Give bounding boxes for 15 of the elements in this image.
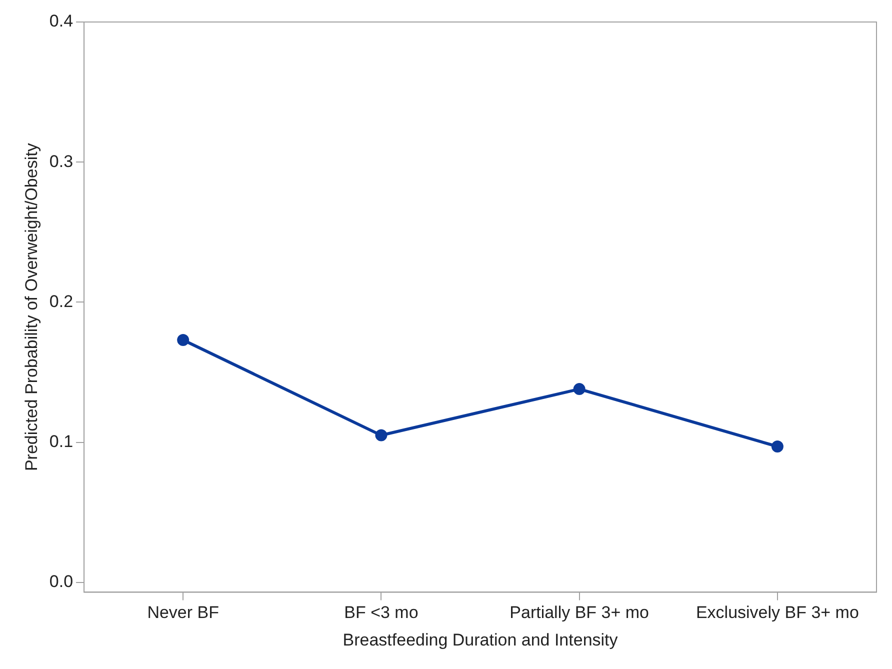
x-tick-label: BF <3 mo <box>344 603 418 622</box>
point <box>375 429 388 442</box>
y-tick-label: 0.0 <box>49 572 74 592</box>
point <box>771 440 784 452</box>
x-axis-title: Breastfeeding Duration and Intensity <box>342 630 618 650</box>
y-tick-label: 0.2 <box>49 292 74 311</box>
y-tick-label: 0.4 <box>49 12 74 31</box>
x-tick-label: Never BF <box>147 603 219 622</box>
y-tick-label: 0.1 <box>49 432 74 451</box>
x-tick-label: Partially BF 3+ mo <box>510 603 650 622</box>
x-tick-label: Exclusively BF 3+ mo <box>696 603 859 622</box>
point <box>177 334 190 346</box>
point <box>573 383 586 396</box>
y-axis-title: Predicted Probability of Overweight/Obesity <box>22 142 41 472</box>
y-tick-label: 0.3 <box>49 152 74 171</box>
